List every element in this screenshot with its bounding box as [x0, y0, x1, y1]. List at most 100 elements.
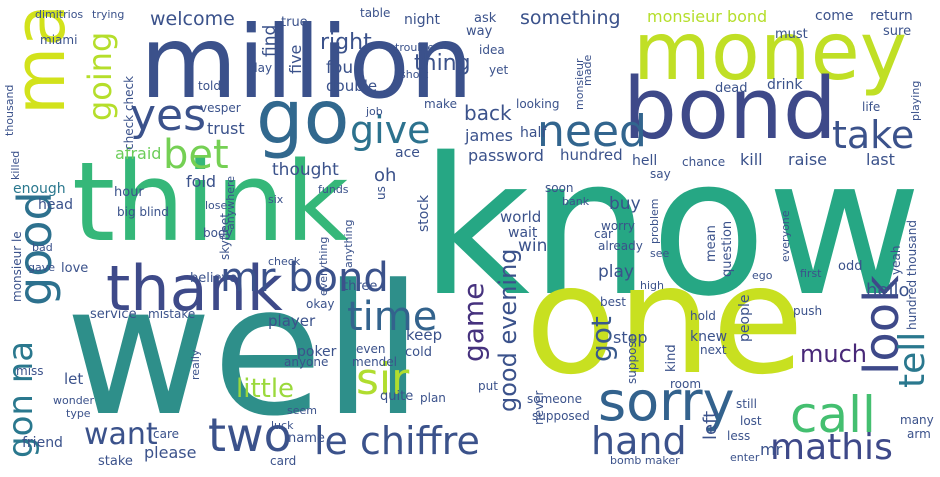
word-believe: believe — [190, 271, 238, 286]
word-ace: ace — [395, 145, 420, 161]
word-play: play — [598, 262, 634, 282]
word-care: care — [153, 427, 180, 441]
word-trust: trust — [207, 119, 245, 138]
word-mr-bond: mr bond — [220, 255, 389, 301]
word-really: really — [189, 349, 202, 380]
word-question: question — [720, 220, 735, 277]
word-time: time — [347, 294, 438, 340]
word-hundred-thousand: hundred thousand — [905, 219, 919, 330]
word-people: people — [737, 294, 753, 342]
word-bank: bank — [562, 195, 590, 208]
word-something: something — [520, 7, 621, 29]
word-know: know — [420, 117, 923, 338]
word-next: next — [700, 343, 727, 357]
word-buy: buy — [609, 194, 641, 214]
word-player: player — [268, 312, 316, 330]
word-hour: hour — [114, 185, 144, 200]
word-room: room — [670, 377, 702, 391]
word-check: check — [268, 255, 301, 268]
word-hundred: hundred — [560, 146, 623, 164]
word-trying: trying — [92, 8, 125, 21]
word-let: let — [64, 370, 84, 388]
word-gave: gave — [28, 261, 56, 274]
word-miami: miami — [40, 33, 78, 47]
word-win: win — [518, 236, 548, 256]
word-poker: poker — [297, 344, 337, 360]
word-best: best — [600, 295, 626, 309]
word-well: well — [65, 247, 423, 456]
word-check-check: check check — [122, 75, 136, 150]
word-raise: raise — [788, 150, 828, 169]
word-mr: mr — [760, 440, 783, 459]
word-mistake: mistake — [148, 307, 196, 321]
word-okay: okay — [306, 297, 335, 311]
word-lose: lose — [205, 199, 228, 212]
word-four: four — [326, 58, 361, 78]
word-card: card — [270, 454, 297, 468]
word-le-chiffre: le chiffre — [314, 419, 480, 463]
word-playing: playing — [909, 80, 922, 121]
word-never: never — [532, 390, 546, 425]
word-five: five — [286, 44, 305, 74]
word-much: much — [800, 340, 867, 368]
word-seem: seem — [287, 404, 317, 417]
word-see: see — [650, 247, 670, 260]
word-give: give — [350, 108, 431, 152]
word-hand: hand — [591, 419, 687, 463]
word-put: put — [478, 379, 498, 393]
word-want: want — [84, 417, 158, 452]
word-good-evening: good evening — [494, 248, 522, 412]
word-money: money — [633, 5, 908, 98]
word-arm: arm — [907, 427, 931, 441]
word-come: come — [815, 8, 854, 24]
word-going: going — [81, 31, 119, 121]
word-two: two — [208, 408, 292, 462]
word-idea: idea — [479, 43, 505, 57]
word-oh: oh — [374, 165, 397, 186]
word-double: double — [326, 77, 378, 95]
word-monsieur: monsieur — [573, 58, 586, 110]
word-bet: bet — [163, 132, 229, 178]
word-type: type — [66, 407, 91, 420]
word-cold: cold — [405, 345, 432, 360]
word-make: make — [424, 97, 457, 111]
word-wonder: wonder — [53, 394, 94, 407]
word-hello: hello — [866, 280, 910, 301]
word-already: already — [598, 239, 643, 253]
word-less: less — [727, 429, 751, 443]
word-hell: hell — [632, 153, 658, 169]
word-supposed: supposed — [532, 409, 590, 423]
word-drink: drink — [767, 77, 803, 93]
word-way: way — [466, 24, 493, 39]
word-still: still — [736, 397, 757, 411]
word-james: james — [465, 126, 514, 145]
word-monsieur-le: monsieur le — [10, 231, 24, 302]
word-problem: problem — [648, 198, 661, 244]
word-knew: knew — [690, 329, 728, 345]
word-car: car — [594, 227, 613, 241]
word-looking: looking — [516, 97, 560, 111]
word-name: name — [288, 431, 325, 446]
word-thought: thought — [272, 160, 339, 180]
word-someone: someone — [527, 392, 582, 406]
word-kind: kind — [664, 344, 679, 372]
word-bad: bad — [32, 241, 53, 254]
word-thank: thank — [106, 252, 283, 325]
word-please: please — [144, 443, 197, 462]
word-short: short — [400, 68, 429, 81]
word-stake: stake — [98, 454, 133, 469]
word-vesper: vesper — [200, 101, 241, 115]
word-funds: funds — [318, 183, 349, 196]
word-quite: quite — [380, 389, 414, 404]
word-high: high — [640, 279, 664, 292]
word-true: true — [281, 15, 308, 30]
word-ego: ego — [752, 269, 773, 282]
word-mathis: mathis — [770, 427, 893, 468]
word-everything: everything — [317, 236, 330, 296]
word-fold: fold — [186, 172, 217, 191]
word-hold: hold — [690, 309, 716, 323]
word-afraid: afraid — [115, 144, 162, 163]
word-luck: luck — [271, 419, 294, 432]
word-day: day — [250, 61, 273, 75]
